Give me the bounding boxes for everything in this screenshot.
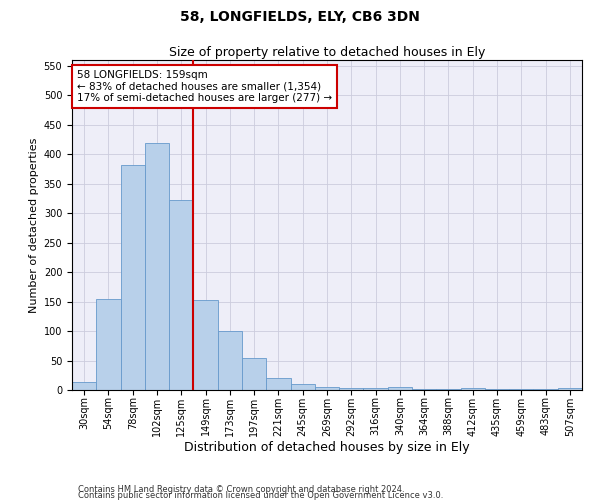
- Bar: [461, 388, 485, 390]
- Bar: [364, 388, 388, 390]
- Bar: [558, 388, 582, 390]
- Bar: [315, 387, 339, 390]
- X-axis label: Distribution of detached houses by size in Ely: Distribution of detached houses by size …: [184, 441, 470, 454]
- Bar: [388, 387, 412, 390]
- Bar: [193, 300, 218, 390]
- Title: Size of property relative to detached houses in Ely: Size of property relative to detached ho…: [169, 46, 485, 59]
- Text: 58, LONGFIELDS, ELY, CB6 3DN: 58, LONGFIELDS, ELY, CB6 3DN: [180, 10, 420, 24]
- Bar: [339, 388, 364, 390]
- Bar: [121, 165, 145, 390]
- Bar: [266, 378, 290, 390]
- Bar: [169, 200, 193, 390]
- Bar: [96, 298, 121, 390]
- Bar: [412, 389, 436, 390]
- Bar: [436, 389, 461, 390]
- Text: Contains public sector information licensed under the Open Government Licence v3: Contains public sector information licen…: [78, 492, 443, 500]
- Bar: [145, 142, 169, 390]
- Bar: [242, 358, 266, 390]
- Y-axis label: Number of detached properties: Number of detached properties: [29, 138, 40, 312]
- Bar: [218, 331, 242, 390]
- Bar: [290, 384, 315, 390]
- Text: 58 LONGFIELDS: 159sqm
← 83% of detached houses are smaller (1,354)
17% of semi-d: 58 LONGFIELDS: 159sqm ← 83% of detached …: [77, 70, 332, 103]
- Text: Contains HM Land Registry data © Crown copyright and database right 2024.: Contains HM Land Registry data © Crown c…: [78, 486, 404, 494]
- Bar: [72, 382, 96, 390]
